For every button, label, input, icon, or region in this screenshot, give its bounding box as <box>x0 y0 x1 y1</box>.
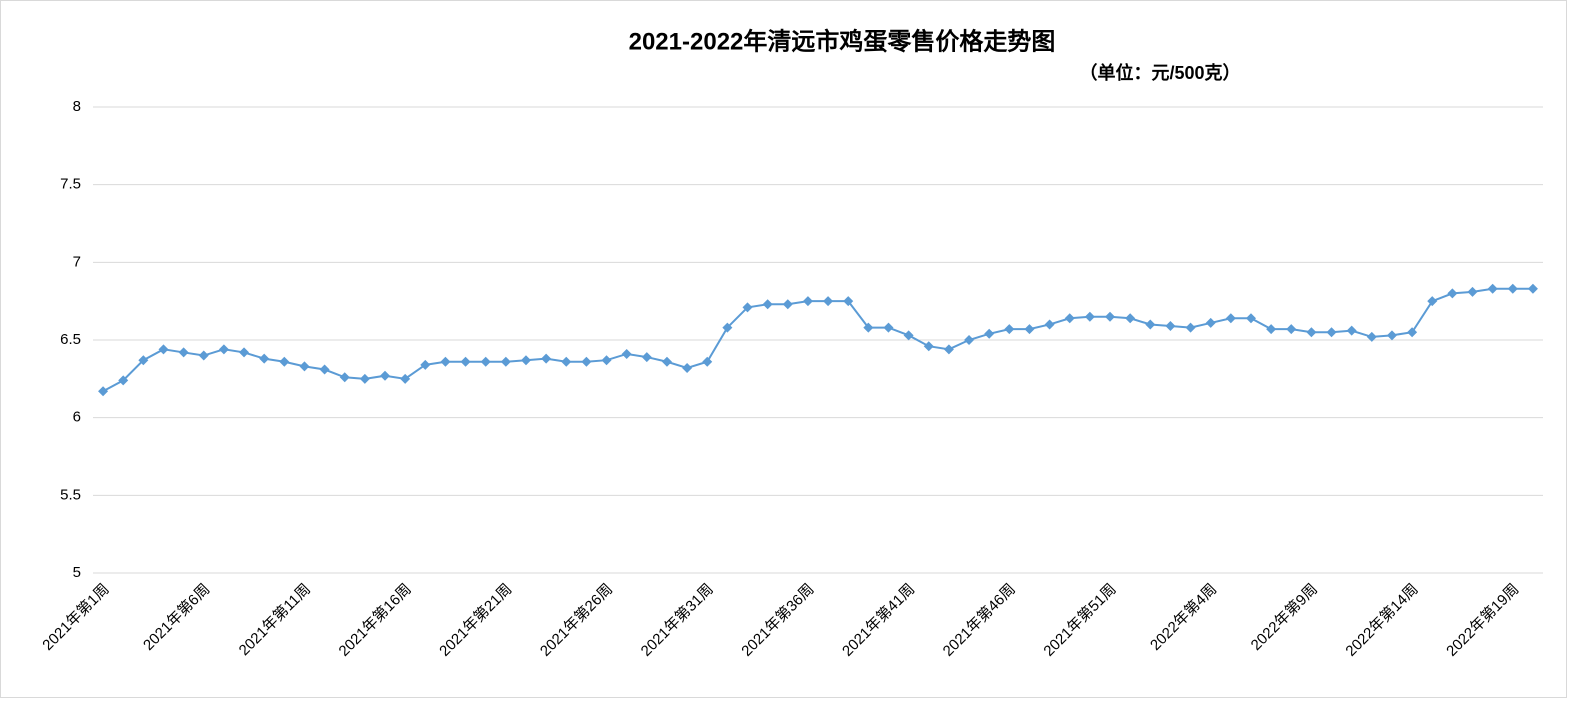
point-marker <box>1467 286 1478 297</box>
point-marker <box>742 302 753 313</box>
point-marker <box>823 296 834 307</box>
point-marker <box>239 347 250 358</box>
point-marker <box>1145 319 1156 330</box>
point-marker <box>339 372 350 383</box>
point-marker <box>682 362 693 373</box>
point-marker <box>943 344 954 355</box>
y-tick-label: 8 <box>73 98 81 115</box>
point-marker <box>1286 324 1297 335</box>
point-marker <box>802 296 813 307</box>
point-marker <box>1004 324 1015 335</box>
point-marker <box>319 364 330 375</box>
point-marker <box>299 361 310 372</box>
point-marker <box>1165 321 1176 332</box>
point-marker <box>1366 331 1377 342</box>
point-marker <box>259 353 270 364</box>
point-marker <box>1386 330 1397 341</box>
point-marker <box>883 322 894 333</box>
point-marker <box>601 355 612 366</box>
y-tick-label: 5.5 <box>60 486 81 503</box>
point-marker <box>480 356 491 367</box>
point-marker <box>1245 313 1256 324</box>
point-marker <box>863 322 874 333</box>
point-marker <box>380 370 391 381</box>
point-marker <box>964 335 975 345</box>
point-marker <box>1527 283 1538 294</box>
point-marker <box>903 330 914 341</box>
point-marker <box>641 352 652 363</box>
point-marker <box>581 356 592 367</box>
point-marker <box>138 355 149 366</box>
point-marker <box>1185 322 1196 333</box>
point-marker <box>1084 311 1095 322</box>
point-marker <box>1507 283 1518 294</box>
point-marker <box>1326 327 1337 338</box>
point-marker <box>1105 311 1116 322</box>
point-marker <box>561 356 572 367</box>
y-tick-label: 7.5 <box>60 176 81 193</box>
point-marker <box>1427 296 1438 307</box>
point-marker <box>1447 288 1458 299</box>
point-marker <box>1024 324 1035 335</box>
chart-subtitle: （单位：元/500克） <box>1079 62 1240 83</box>
point-marker <box>1487 283 1498 294</box>
point-marker <box>520 355 531 366</box>
point-marker <box>178 347 189 358</box>
point-marker <box>1266 324 1277 335</box>
point-marker <box>541 353 552 364</box>
y-tick-label: 6.5 <box>60 331 81 348</box>
point-marker <box>762 299 773 310</box>
point-marker <box>661 356 672 367</box>
point-marker <box>420 359 431 370</box>
point-marker <box>400 373 411 384</box>
point-marker <box>1407 327 1418 338</box>
point-marker <box>1044 319 1055 330</box>
point-marker <box>782 299 793 310</box>
chart-title: 2021-2022年清远市鸡蛋零售价格走势图 <box>629 27 1056 55</box>
point-marker <box>158 344 169 355</box>
point-marker <box>359 373 370 384</box>
point-marker <box>218 344 229 355</box>
point-marker <box>621 348 632 359</box>
point-marker <box>440 356 451 367</box>
point-marker <box>722 322 733 333</box>
point-marker <box>279 356 290 367</box>
point-marker <box>1306 327 1317 338</box>
y-tick-label: 5 <box>73 564 81 581</box>
point-marker <box>1205 317 1216 328</box>
point-marker <box>984 328 995 339</box>
point-marker <box>118 375 129 386</box>
point-marker <box>198 350 209 361</box>
point-marker <box>1125 313 1136 324</box>
point-marker <box>98 386 109 397</box>
point-marker <box>1225 313 1236 324</box>
y-tick-label: 7 <box>73 253 81 270</box>
point-marker <box>1346 325 1357 336</box>
y-tick-label: 6 <box>73 409 81 426</box>
point-marker <box>1064 313 1075 324</box>
point-marker <box>923 341 934 352</box>
point-marker <box>702 356 713 367</box>
point-marker <box>460 356 471 367</box>
point-marker <box>843 296 854 307</box>
point-marker <box>500 356 511 367</box>
